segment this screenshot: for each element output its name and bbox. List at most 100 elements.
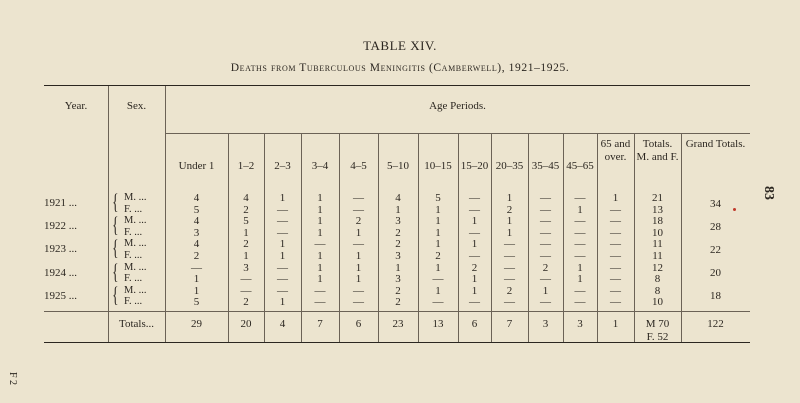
table-cell: 1 xyxy=(193,273,200,286)
table-title: TABLE XIV. xyxy=(363,38,437,53)
table-cell: — xyxy=(469,192,480,204)
table-cell: 1 xyxy=(243,250,249,262)
rule xyxy=(228,133,229,342)
table-cell: — xyxy=(469,203,480,216)
rule xyxy=(44,311,750,312)
table-cell: 11 xyxy=(652,238,663,251)
table-cell: — xyxy=(240,273,252,286)
table-cell: — xyxy=(574,226,586,239)
sex-label: F. ... xyxy=(124,273,143,285)
table-cell: 2 xyxy=(243,296,249,309)
table-cell: 4 xyxy=(193,215,200,228)
brace-glyph: { xyxy=(112,212,119,238)
table-cell: — xyxy=(504,273,515,286)
year-label: 1923 ... xyxy=(44,243,77,256)
table-cell: 3 xyxy=(193,226,200,239)
table-cell: 1 xyxy=(243,226,249,239)
table-cell: 8 xyxy=(654,273,661,286)
table-cell: 1 xyxy=(506,215,513,228)
table-cell: 1 xyxy=(395,261,401,274)
table-cell: 4 xyxy=(395,192,401,204)
table-cell: 1 xyxy=(193,284,200,297)
table-cell: — xyxy=(353,296,364,309)
sex-label: F. ... xyxy=(124,226,143,238)
table-cell: — xyxy=(574,192,586,204)
grand-total-cell: 20 xyxy=(710,267,721,280)
table-cell: 2 xyxy=(506,284,513,297)
rule xyxy=(301,133,302,342)
table-cell: 1 xyxy=(471,273,478,286)
table-cell: 2 xyxy=(395,226,401,239)
table-cell: 1 xyxy=(435,238,441,251)
totals-cell: 4 xyxy=(279,318,286,330)
table-cell: 5 xyxy=(435,192,441,204)
sex-label: M. ... xyxy=(124,215,147,227)
table-cell: 1 xyxy=(355,226,362,239)
table-cell: 1 xyxy=(355,250,362,262)
totals-label: Totals... xyxy=(119,318,154,330)
rule xyxy=(165,86,166,342)
table-cell: — xyxy=(277,284,288,297)
table-cell: 12 xyxy=(652,261,663,274)
table-cell: 1 xyxy=(506,226,513,239)
table-cell: — xyxy=(610,296,621,309)
table-cell: — xyxy=(574,284,586,297)
table-cell: — xyxy=(240,284,252,297)
page-number: 83 xyxy=(761,186,776,200)
table-cell: 2 xyxy=(506,203,513,216)
table-cell: — xyxy=(353,192,364,204)
table-cell: 1 xyxy=(317,250,323,262)
table-cell: 1 xyxy=(317,215,323,228)
table-cell: 1 xyxy=(279,250,286,262)
ink-mark xyxy=(733,208,736,211)
brace-glyph: { xyxy=(112,281,119,307)
table-cell: — xyxy=(314,284,326,297)
column-header: Under 1 xyxy=(178,160,215,172)
year-label: 1921 ... xyxy=(44,197,77,209)
table-cell: 1 xyxy=(435,203,441,216)
totals-mf-f: F. 52 xyxy=(646,331,669,343)
column-header: 20–35 xyxy=(495,160,524,172)
table-cell: 4 xyxy=(193,192,200,204)
grand-total-cell: 28 xyxy=(710,220,721,233)
column-header: Totals. M. and F. xyxy=(636,138,679,163)
table-cell: — xyxy=(540,203,551,216)
table-cell: 2 xyxy=(395,296,401,309)
table-cell: 11 xyxy=(652,250,663,262)
table-cell: 1 xyxy=(317,273,323,286)
header-year: Year. xyxy=(64,100,88,112)
sex-label: F. ... xyxy=(124,250,143,261)
table-cell: — xyxy=(540,226,551,239)
table-cell: 2 xyxy=(395,284,401,297)
grand-total-cell: 34 xyxy=(710,197,721,210)
table-cell: 1 xyxy=(542,284,549,297)
table-cell: 2 xyxy=(395,238,401,251)
table-cell: — xyxy=(574,215,586,228)
column-header: 5–10 xyxy=(387,160,409,172)
column-header: 3–4 xyxy=(311,160,329,172)
table-cell: 1 xyxy=(317,192,323,204)
rule xyxy=(491,133,492,342)
column-header: 1–2 xyxy=(237,160,255,172)
rule xyxy=(458,133,459,342)
totals-cell: 23 xyxy=(392,318,404,330)
column-header: 2–3 xyxy=(274,160,291,172)
table-cell: 1 xyxy=(317,226,323,239)
table-cell: — xyxy=(277,215,288,228)
table-cell: — xyxy=(610,284,621,297)
table-cell: — xyxy=(540,238,551,251)
table-cell: 2 xyxy=(542,261,549,274)
table-cell: — xyxy=(469,296,480,309)
table-cell: 2 xyxy=(435,250,441,262)
sex-label: F. ... xyxy=(124,203,143,215)
sex-label: M. ... xyxy=(124,192,147,203)
totals-cell: 6 xyxy=(471,318,478,330)
rule xyxy=(681,133,682,342)
table-cell: 1 xyxy=(435,215,441,228)
table-cell: — xyxy=(504,261,515,274)
totals-mf-m: M 70 xyxy=(645,318,670,330)
rule xyxy=(378,133,379,342)
table-cell: 4 xyxy=(243,192,249,204)
totals-cell: 7 xyxy=(506,318,513,330)
table-cell: — xyxy=(314,296,326,309)
